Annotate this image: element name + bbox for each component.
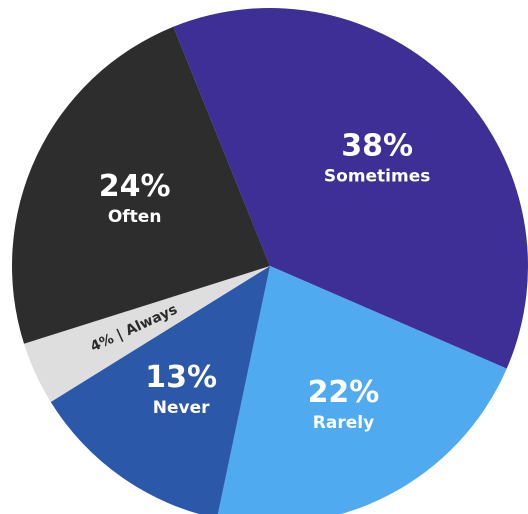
- slice-label-never: Never: [153, 398, 210, 418]
- slice-often: [11, 26, 270, 344]
- slice-pct-often: 24%: [99, 169, 171, 204]
- slice-pct-rarely: 22%: [308, 375, 380, 410]
- slice-label-rarely: Rarely: [313, 413, 374, 433]
- slice-never: [50, 266, 270, 514]
- slice-label-often: Often: [108, 207, 162, 227]
- slice-rarely: [217, 266, 507, 514]
- slice-sometimes: [173, 8, 528, 369]
- slice-pct-never: 13%: [145, 360, 217, 395]
- slice-always: [24, 266, 270, 402]
- slice-label-sometimes: Sometimes: [324, 167, 430, 187]
- pie-slices: [11, 8, 528, 514]
- slice-pct-sometimes: 38%: [341, 129, 413, 164]
